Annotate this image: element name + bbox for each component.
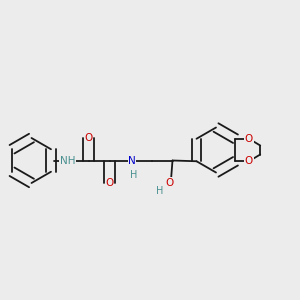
Text: O: O — [245, 134, 253, 144]
Text: H: H — [130, 170, 137, 180]
Text: H: H — [156, 186, 164, 197]
Text: NH: NH — [60, 155, 75, 166]
Text: O: O — [245, 156, 253, 166]
Text: O: O — [165, 178, 174, 188]
Text: O: O — [84, 133, 93, 143]
Text: O: O — [105, 178, 114, 188]
Text: N: N — [128, 155, 136, 166]
